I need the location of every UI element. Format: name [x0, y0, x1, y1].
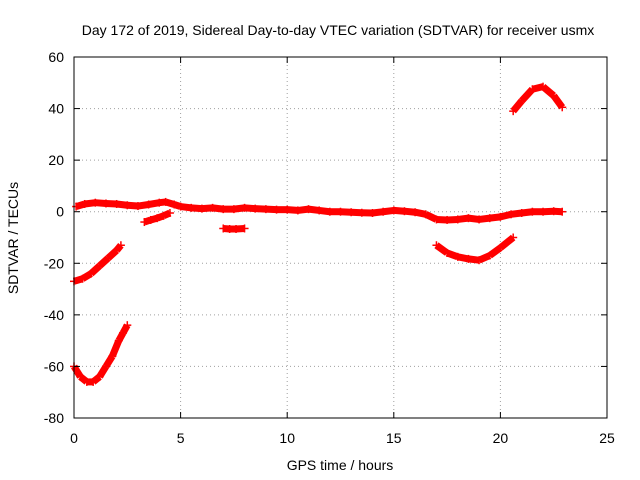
series-segment [510, 98, 525, 114]
y-tick-label: -80 [44, 410, 64, 426]
series-7 [509, 82, 567, 116]
series-segment [90, 374, 102, 385]
x-tick-label: 15 [386, 430, 402, 446]
series-segment [109, 339, 123, 358]
series-segment [424, 211, 438, 223]
y-tick-label: 20 [48, 152, 64, 168]
x-tick-label: 5 [177, 430, 185, 446]
y-tick-label: -20 [44, 255, 64, 271]
x-tick-label: 20 [493, 430, 509, 446]
chart-title: Day 172 of 2019, Sidereal Day-to-day VTE… [82, 22, 595, 38]
data-point [240, 224, 249, 233]
y-tick-label: -40 [44, 307, 64, 323]
y-tick-label: 0 [56, 204, 64, 220]
x-tick-label: 10 [279, 430, 295, 446]
y-tick-label: 40 [48, 101, 64, 117]
series-segment [96, 364, 109, 379]
plot-frame [73, 56, 608, 419]
series-segment [519, 86, 535, 104]
series-segment [477, 252, 492, 264]
data-points [70, 82, 567, 386]
series-segment [78, 374, 89, 385]
x-tick-label: 0 [70, 430, 78, 446]
y-tick-label: -60 [44, 358, 64, 374]
series-6 [432, 233, 518, 265]
series-segment [434, 242, 450, 256]
series-segment [103, 354, 116, 369]
series-segment [105, 247, 119, 261]
data-point [509, 233, 518, 242]
series-3 [70, 321, 132, 386]
series-segment [498, 234, 516, 251]
series-segment [487, 244, 503, 259]
data-point [558, 103, 567, 112]
series-segment [97, 255, 111, 269]
series-segment [88, 263, 102, 277]
series-4 [140, 209, 174, 227]
series-segment [80, 270, 93, 282]
series-1 [72, 197, 567, 224]
x-tick-label: 25 [599, 430, 615, 446]
series-segment [550, 93, 566, 110]
y-axis-label: SDTVAR / TECUs [5, 182, 21, 294]
data-point [558, 207, 567, 216]
data-point [116, 241, 125, 250]
series-segment [71, 364, 84, 379]
series-5 [219, 224, 249, 233]
series-segment [540, 83, 556, 99]
grid-lines [74, 57, 607, 418]
x-axis-label: GPS time / hours [287, 457, 394, 473]
y-tick-label: 60 [48, 49, 64, 65]
data-point [165, 209, 174, 218]
axis-ticks: 0 5 10 15 20 25 -80 -60 -40 -20 0 20 40 60 [44, 49, 615, 446]
data-point [123, 321, 132, 330]
series-2 [70, 241, 125, 286]
